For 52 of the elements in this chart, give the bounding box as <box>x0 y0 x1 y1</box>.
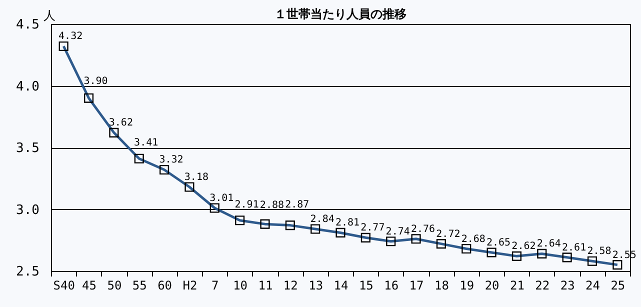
text: 2.61 <box>562 242 586 254</box>
text: 2.64 <box>536 238 561 250</box>
x-tick-label: 18 <box>434 278 449 292</box>
x-tick-label: 60 <box>158 278 172 292</box>
y-tick-label: 4.0 <box>16 79 40 94</box>
text: 2.76 <box>410 224 436 235</box>
x-tick-label: 16 <box>384 278 399 292</box>
x-tick-label: 7 <box>212 278 219 292</box>
chart-title: １世帯当たり人員の推移 <box>274 7 406 21</box>
text: 2.87 <box>285 199 310 210</box>
x-tick-label: 23 <box>560 278 575 292</box>
text: 2.72 <box>436 228 460 240</box>
text: 2.81 <box>335 218 360 229</box>
text: 2.77 <box>360 222 385 234</box>
x-tick-label: 13 <box>308 278 324 292</box>
x-tick-label: 24 <box>586 278 600 292</box>
x-tick-label: 10 <box>233 278 248 292</box>
text: 3.90 <box>84 76 108 88</box>
y-tick-label: 2.5 <box>16 264 40 280</box>
x-tick-label: 11 <box>258 278 273 292</box>
text: 4.32 <box>58 31 83 42</box>
x-tick-label: 21 <box>510 278 524 292</box>
text: 3.01 <box>210 193 234 204</box>
x-tick-label: 50 <box>107 278 122 292</box>
y-tick-label: 3.5 <box>16 141 40 156</box>
text: 2.74 <box>386 226 410 238</box>
x-tick-label: H2 <box>182 278 198 292</box>
text: 3.18 <box>184 172 209 184</box>
text: 2.84 <box>310 214 334 226</box>
x-tick-label: 12 <box>283 278 298 292</box>
x-tick-label: 22 <box>535 278 550 292</box>
y-tick-label: 4.5 <box>16 18 40 32</box>
y-axis-title: 人 <box>44 8 56 22</box>
y-tick-label: 3.0 <box>16 202 40 218</box>
text: 3.41 <box>134 138 158 149</box>
text: 3.62 <box>108 118 133 129</box>
x-tick-label: 20 <box>484 278 500 292</box>
text: 3.32 <box>159 154 184 166</box>
text: 2.58 <box>587 246 612 258</box>
text: 2.88 <box>260 200 284 212</box>
text: 2.91 <box>234 199 259 210</box>
text: 2.68 <box>461 234 486 245</box>
text: 2.65 <box>486 237 511 248</box>
x-tick-label: 45 <box>82 278 96 292</box>
x-tick-label: 55 <box>132 278 147 292</box>
x-tick-label: 14 <box>334 278 348 292</box>
x-tick-label: 19 <box>460 278 474 292</box>
x-tick-label: S40 <box>53 278 75 292</box>
x-tick-label: 17 <box>409 278 424 292</box>
x-tick-label: 15 <box>358 278 374 292</box>
x-tick-label: 25 <box>610 278 626 292</box>
text: 2.62 <box>512 241 536 252</box>
